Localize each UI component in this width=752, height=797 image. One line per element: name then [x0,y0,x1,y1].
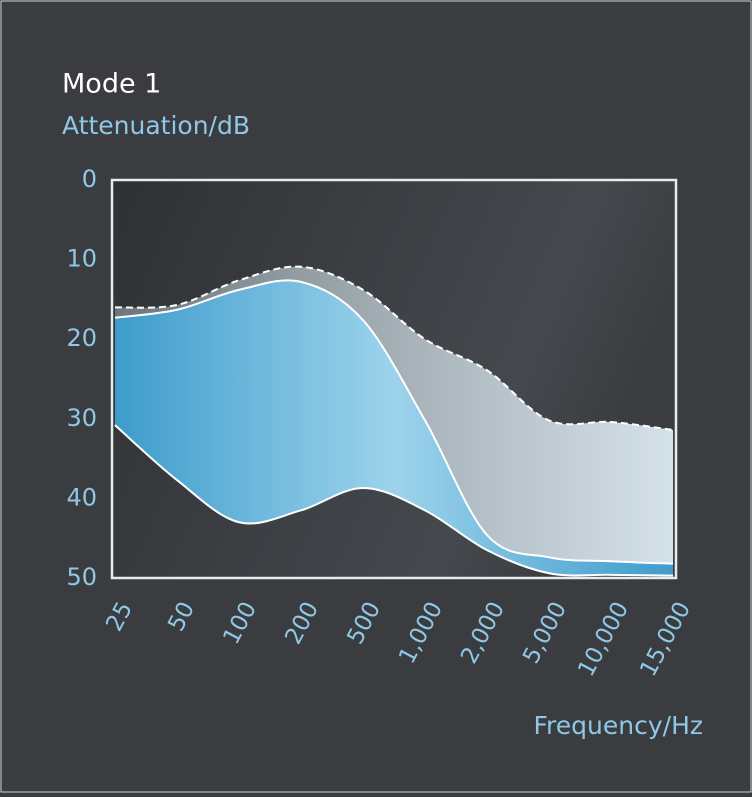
y-tick-label: 40 [66,483,97,511]
y-tick-label: 50 [66,563,97,591]
y-axis-label: Attenuation/dB [62,111,250,140]
y-tick-label: 30 [66,404,97,432]
y-tick-label: 20 [66,324,97,352]
series-line [114,424,674,577]
y-tick-label: 0 [82,165,97,193]
band-fill [115,280,673,576]
x-axis-label: Frequency/Hz [534,711,704,740]
series-line [114,279,674,565]
y-tick-label: 10 [66,245,97,273]
plot-frame [110,178,678,580]
band-fill [115,266,673,564]
series-line [114,265,674,431]
plot [114,265,674,577]
chart-title: Mode 1 [62,69,161,100]
